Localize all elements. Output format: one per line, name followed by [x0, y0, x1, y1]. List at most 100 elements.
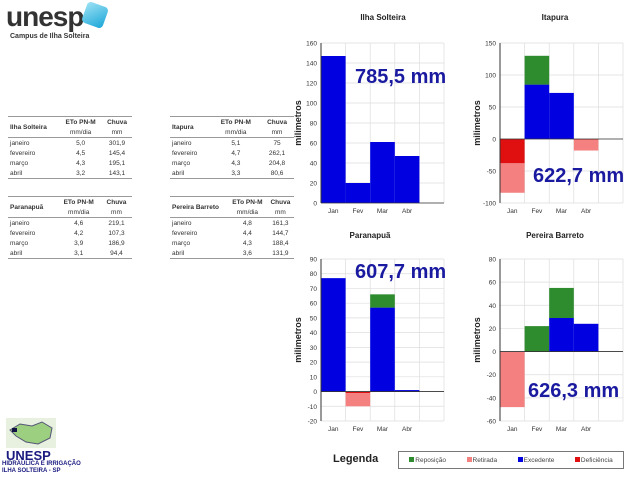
month: fevereiro [172, 229, 198, 237]
eto-value: 3,1 [56, 248, 101, 259]
y-tick-label: 10 [310, 374, 318, 381]
bar-retirada [573, 139, 599, 151]
legend-item: Reposição [409, 456, 446, 464]
eto-value: 3,2 [59, 168, 103, 179]
unit: mm/dia [236, 208, 259, 216]
y-tick-label: -60 [487, 419, 497, 426]
eto-value: 3,3 [211, 168, 261, 179]
col-header: ETo PN-M [232, 198, 263, 206]
unit: mm/dia [69, 128, 92, 136]
y-tick-label: 120 [306, 81, 317, 88]
eto-table-3: Pereira Barreto ETo PN-M Chuva mm/dia mm jan… [170, 196, 294, 259]
eto-value: 4,3 [76, 159, 86, 167]
legend-label: Reposição [415, 456, 446, 464]
unit: mm/dia [225, 128, 247, 136]
y-tick-label: 0 [492, 137, 496, 144]
bar-reposição [370, 294, 395, 308]
bar-excedente [394, 390, 420, 392]
y-tick-label: 70 [310, 286, 318, 293]
col-header: ETo PN-M [63, 198, 94, 206]
table-row: março 4,3 188,4 [170, 238, 294, 248]
y-axis-label: milimetros [293, 100, 303, 146]
unit: mm [271, 128, 283, 136]
table-row: fevereiro 4,4 144,7 [170, 228, 294, 238]
legend-label: Retirada [472, 456, 498, 464]
legend-label: Deficiência [580, 456, 613, 464]
chuva-value: 186,9 [108, 239, 125, 247]
x-tick-label: Jan [507, 426, 518, 433]
legend-item: Excedente [517, 456, 555, 464]
y-axis-label: milimetros [293, 317, 303, 363]
y-tick-label: 100 [306, 101, 317, 108]
chart-title: Ilha Solteira [360, 13, 406, 22]
legend-swatch [466, 456, 472, 462]
x-tick-label: Abr [581, 208, 592, 215]
table-row: fevereiro 4,7 262,1 [170, 148, 294, 158]
station-name: Paranapuã [10, 203, 44, 211]
chuva-value: 107,3 [108, 229, 125, 237]
table-row: março 3,9 186,9 [8, 238, 132, 248]
chuva-value: 75 [273, 139, 281, 147]
total-rainfall: 622,7 mm [533, 165, 625, 187]
bar-reposição [524, 326, 550, 352]
y-tick-label: 0 [313, 201, 317, 208]
eto-value: 4,2 [74, 229, 84, 237]
y-tick-label: 90 [310, 257, 318, 264]
eto-value: 4,7 [231, 149, 241, 157]
x-tick-label: Jan [507, 208, 518, 215]
y-tick-label: 20 [310, 360, 318, 367]
table-row: fevereiro 4,2 107,3 [8, 228, 132, 238]
col-header: ETo PN-M [65, 118, 96, 126]
eto-value: 4,3 [231, 159, 241, 167]
eto-value: 3,9 [74, 239, 84, 247]
eto-table-2: Paranapuã ETo PN-M Chuva mm/dia mm janeiro 4,… [8, 196, 132, 259]
table-row: abril 3,1 94,4 [8, 248, 132, 259]
legend-swatch [409, 456, 415, 462]
eto-value: 5,1 [231, 139, 241, 147]
bar-retirada [345, 393, 371, 407]
bar-retirada [500, 163, 525, 193]
y-tick-label: 50 [489, 105, 497, 112]
footer-logo: UNESP [6, 418, 56, 462]
chuva-value: 94,4 [100, 248, 132, 259]
table-row: janeiro 4,8 161,3 [170, 217, 294, 229]
month: abril [170, 248, 228, 259]
y-tick-label: 40 [489, 303, 497, 310]
y-tick-label: 80 [489, 257, 497, 264]
chart-title: Paranapuã [350, 231, 391, 240]
bar-excedente [573, 323, 599, 352]
bar-deficiência [345, 391, 371, 394]
y-tick-label: 100 [485, 73, 496, 80]
chuva-value: 204,8 [268, 159, 286, 167]
table-row: março 4,3 204,8 [170, 158, 294, 168]
month: janeiro [172, 219, 192, 227]
eto-value: 4,4 [242, 229, 252, 237]
bar-excedente [370, 142, 395, 203]
bar-excedente [370, 307, 395, 392]
unit: mm/dia [68, 208, 90, 216]
col-header: Chuva [267, 118, 287, 126]
month: fevereiro [10, 229, 36, 237]
unit: mm [111, 128, 123, 136]
col-header: ETo PN-M [220, 118, 251, 126]
table-row: abril 3,3 80,6 [170, 168, 294, 179]
y-tick-label: 80 [310, 121, 318, 128]
col-header: Chuva [270, 198, 291, 206]
legend-label: Excedente [523, 456, 555, 464]
legend-item: Retirada [466, 456, 498, 464]
y-tick-label: 0 [492, 349, 496, 356]
station-name: Ilha Solteira [10, 123, 47, 131]
y-tick-label: -20 [308, 419, 318, 426]
table-row: janeiro 4,6 219,1 [8, 217, 132, 229]
chuva-value: 301,9 [108, 139, 126, 147]
chuva-value: 219,1 [108, 219, 125, 227]
x-tick-label: Jan [328, 426, 339, 433]
logo-text: unesp [6, 1, 84, 32]
bar-excedente [524, 84, 550, 139]
x-tick-label: Abr [402, 426, 413, 433]
footer-logo-subtitle: HIDRÁULICA E IRRIGAÇÃO ILHA SOLTEIRA - S… [2, 461, 81, 474]
month: março [10, 159, 29, 167]
y-tick-label: 60 [489, 280, 497, 287]
x-tick-label: Abr [581, 426, 592, 433]
